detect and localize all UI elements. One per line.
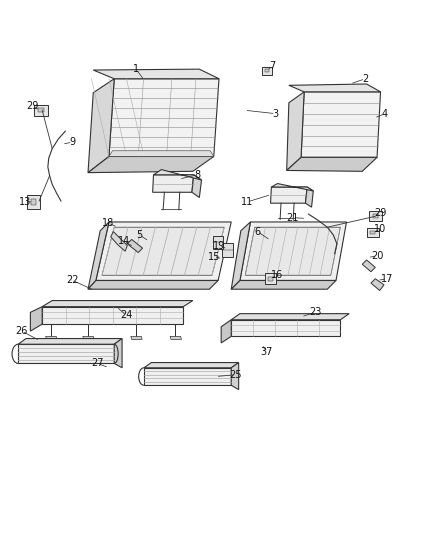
Text: 13: 13 [18, 197, 31, 207]
Polygon shape [170, 336, 181, 340]
Polygon shape [371, 279, 384, 290]
Text: 16: 16 [271, 270, 283, 280]
Polygon shape [30, 306, 42, 331]
Polygon shape [34, 105, 48, 116]
Polygon shape [373, 214, 378, 218]
Polygon shape [131, 336, 142, 340]
Polygon shape [144, 368, 231, 385]
Polygon shape [231, 362, 239, 390]
Text: 3: 3 [273, 109, 279, 119]
Text: 10: 10 [374, 224, 387, 235]
Polygon shape [287, 92, 304, 171]
Polygon shape [245, 227, 340, 275]
Polygon shape [271, 187, 307, 203]
Polygon shape [301, 92, 381, 157]
Text: 23: 23 [310, 308, 322, 317]
Text: 25: 25 [230, 370, 242, 380]
Polygon shape [261, 67, 272, 75]
Text: 14: 14 [118, 236, 130, 246]
Polygon shape [114, 338, 122, 368]
Text: 11: 11 [241, 197, 254, 207]
Polygon shape [231, 313, 349, 320]
Polygon shape [265, 69, 269, 72]
Polygon shape [88, 280, 218, 289]
Polygon shape [222, 243, 233, 257]
Text: 37: 37 [260, 346, 272, 357]
Text: 17: 17 [381, 274, 393, 284]
Polygon shape [231, 222, 251, 289]
Text: 8: 8 [194, 170, 200, 180]
Text: 29: 29 [26, 101, 38, 111]
Polygon shape [370, 231, 375, 235]
Polygon shape [272, 183, 313, 191]
Polygon shape [88, 157, 214, 173]
Text: 6: 6 [254, 227, 261, 237]
Polygon shape [111, 231, 127, 251]
Text: 15: 15 [208, 252, 220, 262]
Polygon shape [144, 362, 239, 368]
Polygon shape [289, 84, 381, 92]
Text: 20: 20 [371, 251, 383, 261]
Polygon shape [109, 79, 219, 157]
Polygon shape [231, 320, 340, 336]
Text: 21: 21 [286, 213, 299, 223]
Polygon shape [18, 344, 114, 364]
Text: 27: 27 [92, 358, 104, 368]
Polygon shape [46, 336, 57, 340]
Polygon shape [213, 236, 223, 248]
Text: 5: 5 [136, 230, 143, 240]
Polygon shape [31, 199, 36, 205]
Polygon shape [192, 175, 201, 198]
Text: 19: 19 [213, 240, 225, 251]
Polygon shape [369, 212, 382, 221]
Polygon shape [109, 151, 214, 157]
Text: 2: 2 [362, 74, 368, 84]
Polygon shape [96, 222, 231, 280]
Text: 7: 7 [269, 61, 276, 71]
Polygon shape [27, 195, 39, 209]
Polygon shape [88, 222, 109, 289]
Polygon shape [127, 239, 143, 253]
Text: 18: 18 [102, 218, 114, 228]
Polygon shape [287, 157, 377, 171]
Polygon shape [231, 280, 336, 289]
Polygon shape [268, 277, 273, 281]
Polygon shape [42, 301, 193, 306]
Polygon shape [42, 306, 183, 324]
Polygon shape [305, 187, 313, 207]
Polygon shape [83, 336, 94, 340]
Polygon shape [88, 79, 114, 173]
Text: 24: 24 [120, 310, 133, 320]
Polygon shape [362, 260, 375, 272]
Text: 1: 1 [133, 64, 139, 74]
Polygon shape [153, 169, 201, 180]
Polygon shape [265, 273, 276, 284]
Polygon shape [367, 228, 379, 237]
Polygon shape [152, 175, 194, 192]
Text: 26: 26 [15, 326, 28, 336]
Polygon shape [18, 338, 122, 344]
Text: 29: 29 [374, 208, 387, 218]
Polygon shape [221, 320, 231, 343]
Text: 4: 4 [382, 109, 388, 119]
Text: 22: 22 [67, 276, 79, 286]
Text: 9: 9 [70, 137, 76, 147]
Polygon shape [102, 227, 224, 275]
Polygon shape [38, 108, 44, 112]
Polygon shape [93, 69, 219, 79]
Polygon shape [240, 222, 346, 280]
